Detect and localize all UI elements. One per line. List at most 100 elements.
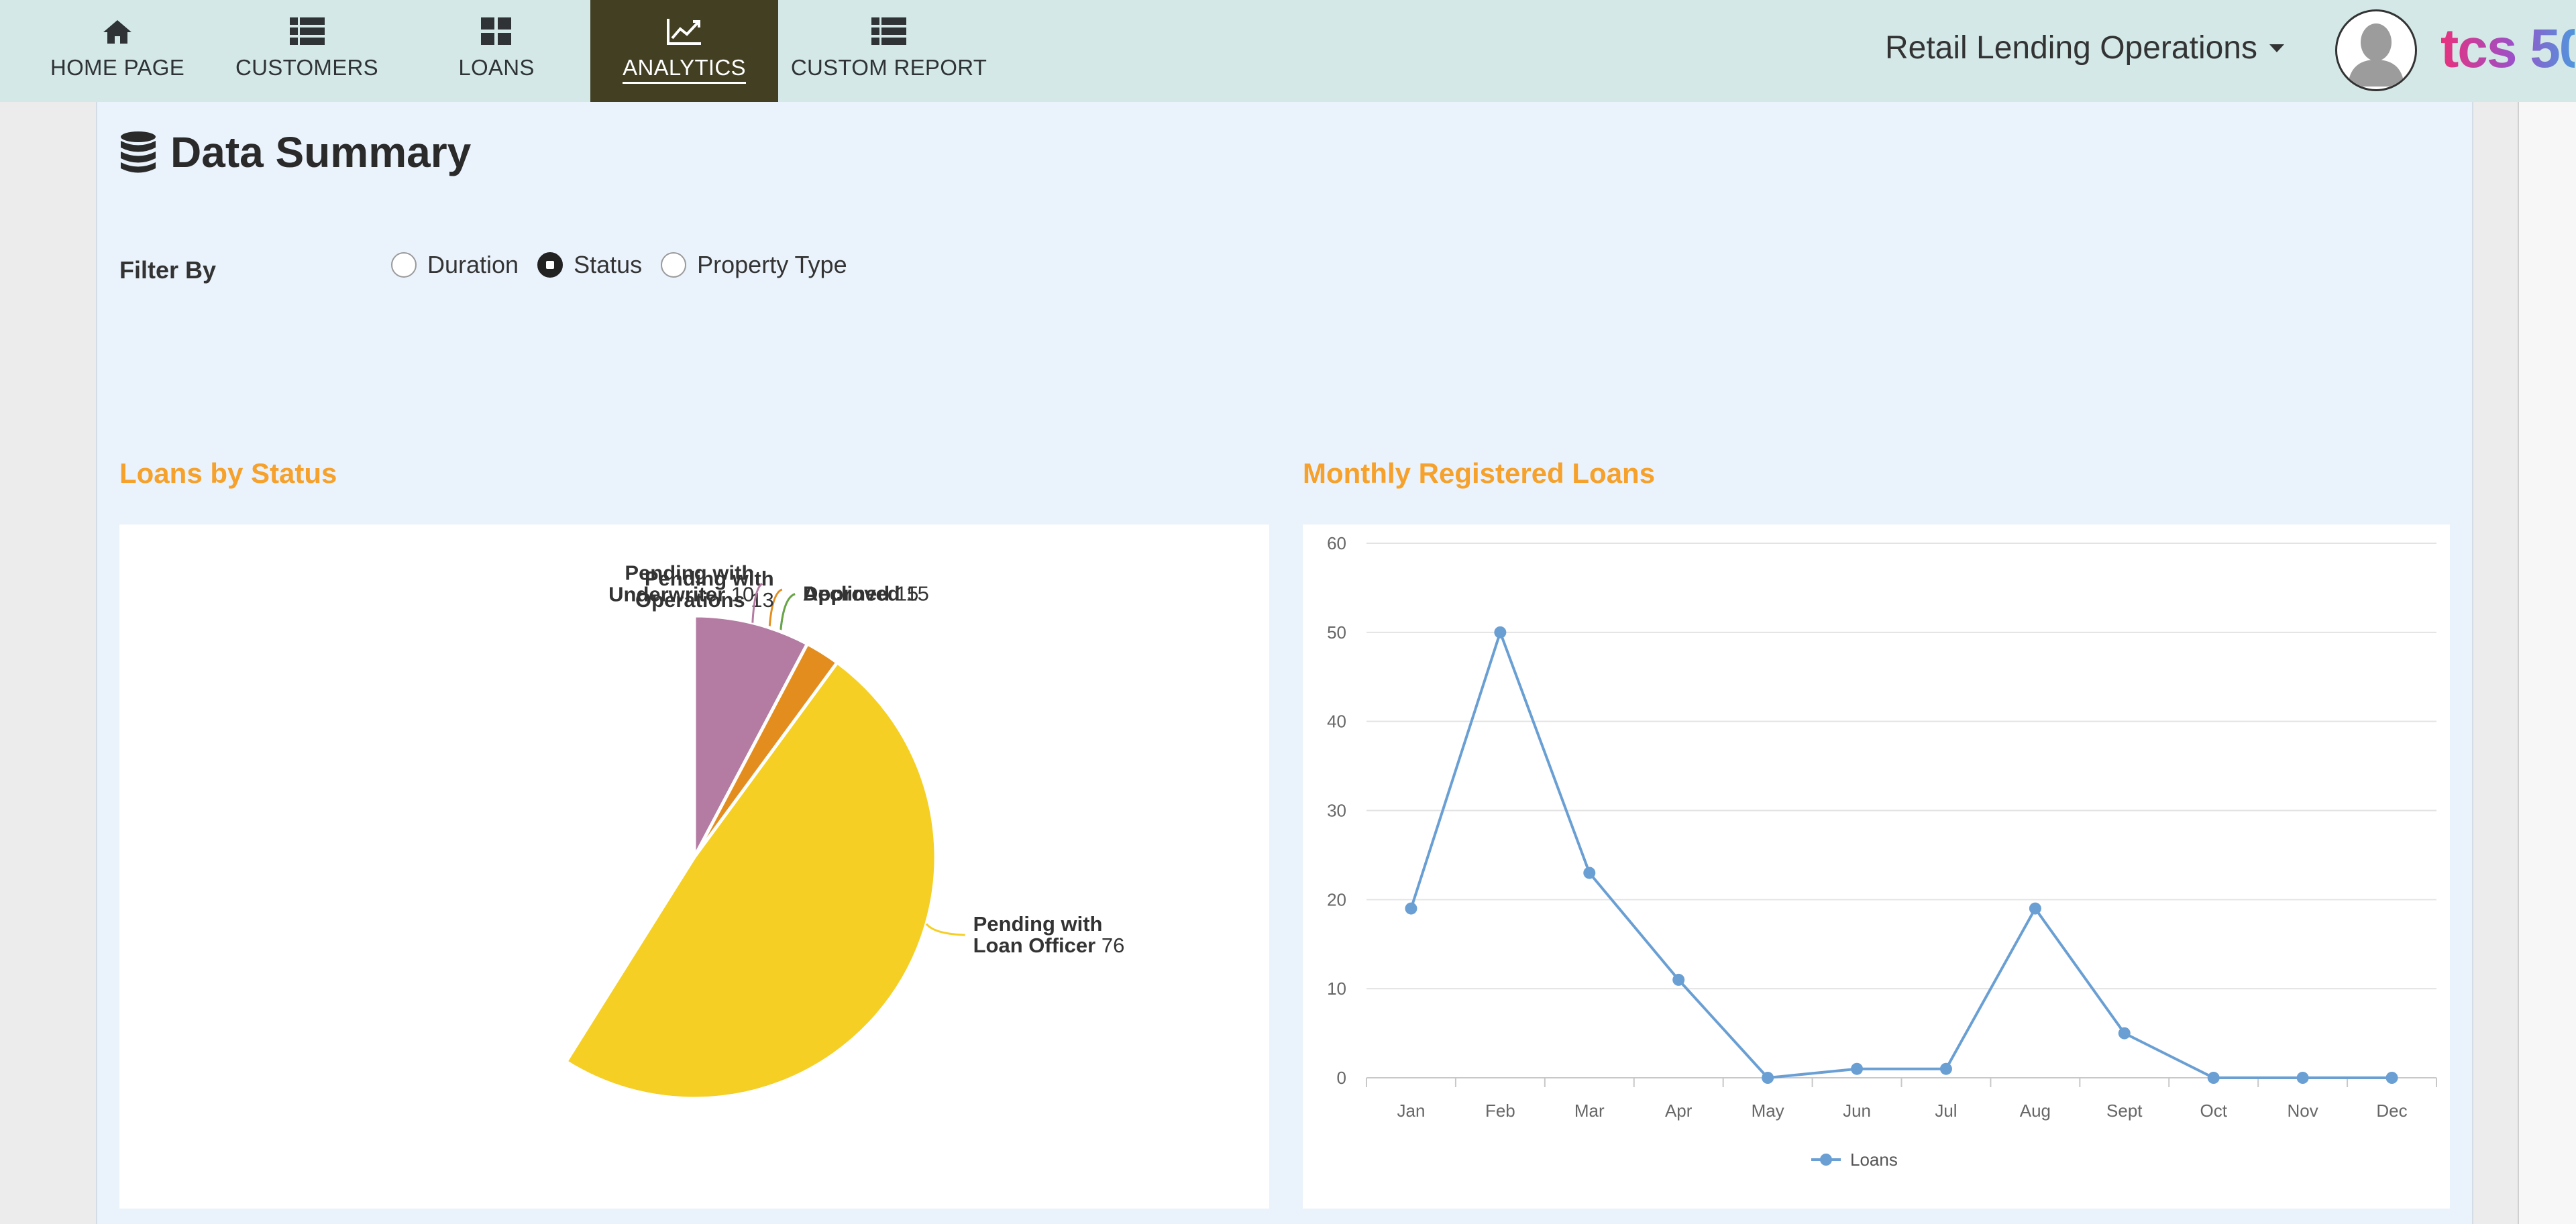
radio-button[interactable] [661, 252, 687, 278]
nav-custom-report-label: CUSTOM REPORT [790, 55, 987, 80]
y-tick-label: 50 [1327, 622, 1346, 643]
pie-slice-pending-with-underwriter [692, 614, 810, 858]
nav-loans-label: LOANS [458, 55, 535, 80]
filter-by-label: Filter By [119, 256, 217, 284]
data-point-mar [1583, 867, 1596, 879]
nav-loans[interactable]: LOANS [429, 0, 564, 102]
pie-label-pending-with-loan-officer: Pending with Loan Officer 76 [973, 912, 1125, 957]
chart-line-icon [666, 15, 702, 48]
content-panel: Data Summary Filter By Duration Status P… [96, 102, 2473, 1224]
pie-label-value: 15 [900, 582, 929, 606]
data-point-sept [2118, 1027, 2131, 1040]
right-gutter [2518, 102, 2576, 1224]
pie-connector-declined [780, 593, 796, 632]
data-point-jun [1851, 1062, 1864, 1075]
list-icon [871, 15, 906, 48]
pie-label-value: 76 [1095, 934, 1124, 957]
x-tick-label-feb: Feb [1485, 1101, 1515, 1121]
pie-label-line: Approved [803, 582, 900, 606]
y-tick-label: 30 [1327, 801, 1346, 821]
pie-label-value: 10 [725, 582, 754, 606]
series-line-loans [1409, 628, 2392, 1080]
filter-radio-duration[interactable]: Duration [391, 251, 519, 279]
pie-label-line: Declined [803, 582, 890, 606]
nav-analytics[interactable]: ANALYTICS [590, 0, 778, 102]
nav-customers[interactable]: CUSTOMERS [228, 0, 386, 102]
data-point-nov [2296, 1072, 2309, 1084]
pie-label-declined: Declined 15 [803, 582, 918, 606]
pie-label-line: Pending with [625, 561, 754, 584]
data-point-oct [2207, 1072, 2220, 1084]
pie-label-line: Operations [635, 588, 745, 612]
x-tick-label-may: May [1752, 1101, 1784, 1121]
line-chart: 0 10 20 30 40 50 60 Jan Feb Mar Apr May Jun Jul Aug Sep… [1327, 533, 2437, 1170]
pie-label-pending-with-underwriter: Pending with Underwriter 10 [608, 561, 754, 606]
monthly-registered-loans-title: Monthly Registered Loans [1303, 457, 1656, 489]
org-dropdown[interactable]: Retail Lending Operations [1885, 30, 2284, 66]
x-tick-label-jan: Jan [1397, 1101, 1425, 1121]
y-tick-label: 40 [1327, 712, 1346, 732]
x-tick-label-mar: Mar [1574, 1101, 1605, 1121]
pie-chart-card: Approved 15 Declined 15 Pending with Loan O… [119, 524, 1269, 1209]
grid-icon [481, 15, 512, 48]
x-tick-label-jun: Jun [1843, 1101, 1871, 1121]
nav-analytics-label: ANALYTICS [623, 55, 746, 84]
filter-radio-property-type[interactable]: Property Type [661, 251, 847, 279]
data-point-apr [1672, 973, 1685, 986]
nav-customers-label: CUSTOMERS [235, 55, 378, 80]
database-icon [119, 131, 157, 174]
legend-label-loans: Loans [1850, 1150, 1898, 1170]
nav-custom-report[interactable]: CUSTOM REPORT [790, 0, 987, 102]
x-tick-label-aug: Aug [2020, 1101, 2051, 1121]
data-point-jan [1405, 902, 1417, 915]
line-chart-card: 0 10 20 30 40 50 60 Jan Feb Mar Apr May Jun Jul Aug Sep… [1303, 524, 2450, 1209]
x-tick-label-apr: Apr [1665, 1101, 1693, 1121]
pie-label-line: Underwriter [608, 582, 725, 606]
pie-label-approved: Approved 15 [803, 582, 929, 606]
pie-connector-pending-with-underwriter [751, 583, 763, 623]
y-tick-label: 0 [1337, 1068, 1346, 1088]
list-icon [289, 15, 325, 48]
y-tick-label: 20 [1327, 889, 1346, 909]
pie-label-pending-with-operations: Pending with Operations 13 [635, 567, 774, 612]
data-point-jul [1939, 1062, 1952, 1075]
chevron-down-icon [2269, 44, 2284, 52]
x-tick-label-dec: Dec [2376, 1101, 2407, 1121]
tcs-logo: tcs 50 [2440, 18, 2576, 92]
user-silhouette-icon [2339, 13, 2414, 88]
pie-label-value: 13 [745, 588, 774, 612]
tcs-50-logo: tcs 50 [2440, 18, 2576, 79]
page-title-text: Data Summary [170, 128, 472, 176]
pie-label-line: Loan Officer [973, 934, 1096, 957]
radio-button-selected[interactable] [537, 252, 564, 278]
nav-home-page[interactable]: HOME PAGE [40, 0, 195, 102]
avatar[interactable] [2335, 9, 2417, 91]
pie-label-value: 15 [890, 582, 918, 606]
pie-connector-pending-with-loan-officer [925, 923, 965, 936]
filter-radio-property-type-label: Property Type [697, 251, 847, 278]
x-tick-label-oct: Oct [2200, 1101, 2227, 1121]
data-point-dec [2385, 1072, 2398, 1084]
radio-button[interactable] [391, 252, 417, 278]
x-tick-label-nov: Nov [2288, 1101, 2318, 1121]
pie-label-line: Pending with [973, 912, 1103, 936]
pie-connector-pending-with-operations [768, 588, 783, 628]
filter-radio-status[interactable]: Status [537, 251, 642, 279]
filter-radio-duration-label: Duration [427, 251, 519, 278]
pie-label-line: Pending with [645, 567, 774, 590]
data-point-may [1762, 1072, 1774, 1084]
nav-home-page-label: HOME PAGE [50, 55, 185, 80]
org-name: Retail Lending Operations [1884, 30, 2257, 66]
top-navigation-bar: HOME PAGE CUSTOMERS LOANS ANALYTICS CUST… [0, 0, 2576, 102]
page-title: Data Summary [119, 127, 471, 177]
y-tick-label: 60 [1327, 533, 1346, 553]
data-point-aug [2029, 902, 2041, 915]
x-tick-label-sept: Sept [2106, 1101, 2143, 1121]
home-icon [102, 15, 133, 48]
legend-marker-loans [1820, 1154, 1832, 1166]
loans-by-status-title: Loans by Status [119, 457, 337, 489]
y-tick-label: 10 [1327, 979, 1346, 999]
data-point-feb [1494, 626, 1507, 638]
filter-radio-status-label: Status [574, 251, 643, 278]
